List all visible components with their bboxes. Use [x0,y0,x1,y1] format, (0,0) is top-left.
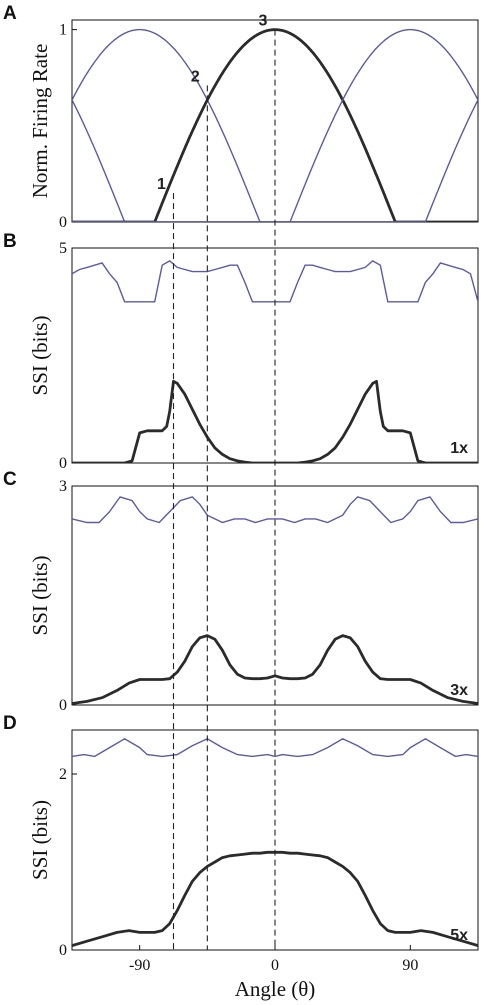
panel-letter-c: C [3,469,17,490]
panel-letter-d: D [3,713,17,734]
ssi-series-black [72,379,478,463]
marker-label-2: 2 [191,68,200,85]
figure-labels: A Norm. Firing Rate B SSI (bits) C SSI (bits)… [3,3,315,1001]
panel-b: 0 5 1x [59,240,479,472]
ssi-series-blue [72,496,478,524]
plot-area [72,496,478,705]
ssi-series-blue [72,737,478,758]
gain-label: 1x [450,440,468,457]
x-tick-label: 0 [271,957,279,974]
y-tick-label: 0 [59,942,67,959]
gain-label: 5x [450,927,468,944]
panel-d: 0 2 -90 0 90 5x [59,729,479,974]
panel-c: 0 3 3x [59,478,479,714]
y-tick-label: 0 [59,697,67,714]
y-tick-label: 5 [59,240,67,257]
figure-panels: 0 1 1 2 3 0 5 1x 0 3 3x 0 2 -90 0 90 5x [59,13,479,974]
tuning-curve [72,28,478,222]
marker-label-3: 3 [259,13,268,30]
x-tick-label: 90 [402,957,418,974]
ssi-series-black [72,634,478,705]
x-tick-label: -90 [129,957,150,974]
x-axis-label: Angle (θ) [235,977,316,1001]
y-tick-label: 0 [59,455,67,472]
y-tick-label: 2 [59,766,67,783]
y-tick-label: 3 [59,478,67,495]
y-axis-label: SSI (bits) [28,316,52,396]
y-tick-label: 0 [59,214,67,231]
panel-a: 0 1 1 2 3 [59,13,479,231]
y-axis-label: Norm. Firing Rate [28,44,52,199]
plot-area [72,28,478,222]
marker-label-1: 1 [157,176,166,193]
tuning-curve-highlighted [72,28,478,222]
panel-letter-a: A [3,3,17,24]
y-tick-label: 1 [59,22,67,39]
reference-lines [172,29,276,950]
y-axis-label: SSI (bits) [28,556,52,636]
y-axis-label: SSI (bits) [28,800,52,880]
panel-letter-b: B [3,231,17,252]
gain-label: 3x [450,682,468,699]
tuning-curve [72,28,478,222]
